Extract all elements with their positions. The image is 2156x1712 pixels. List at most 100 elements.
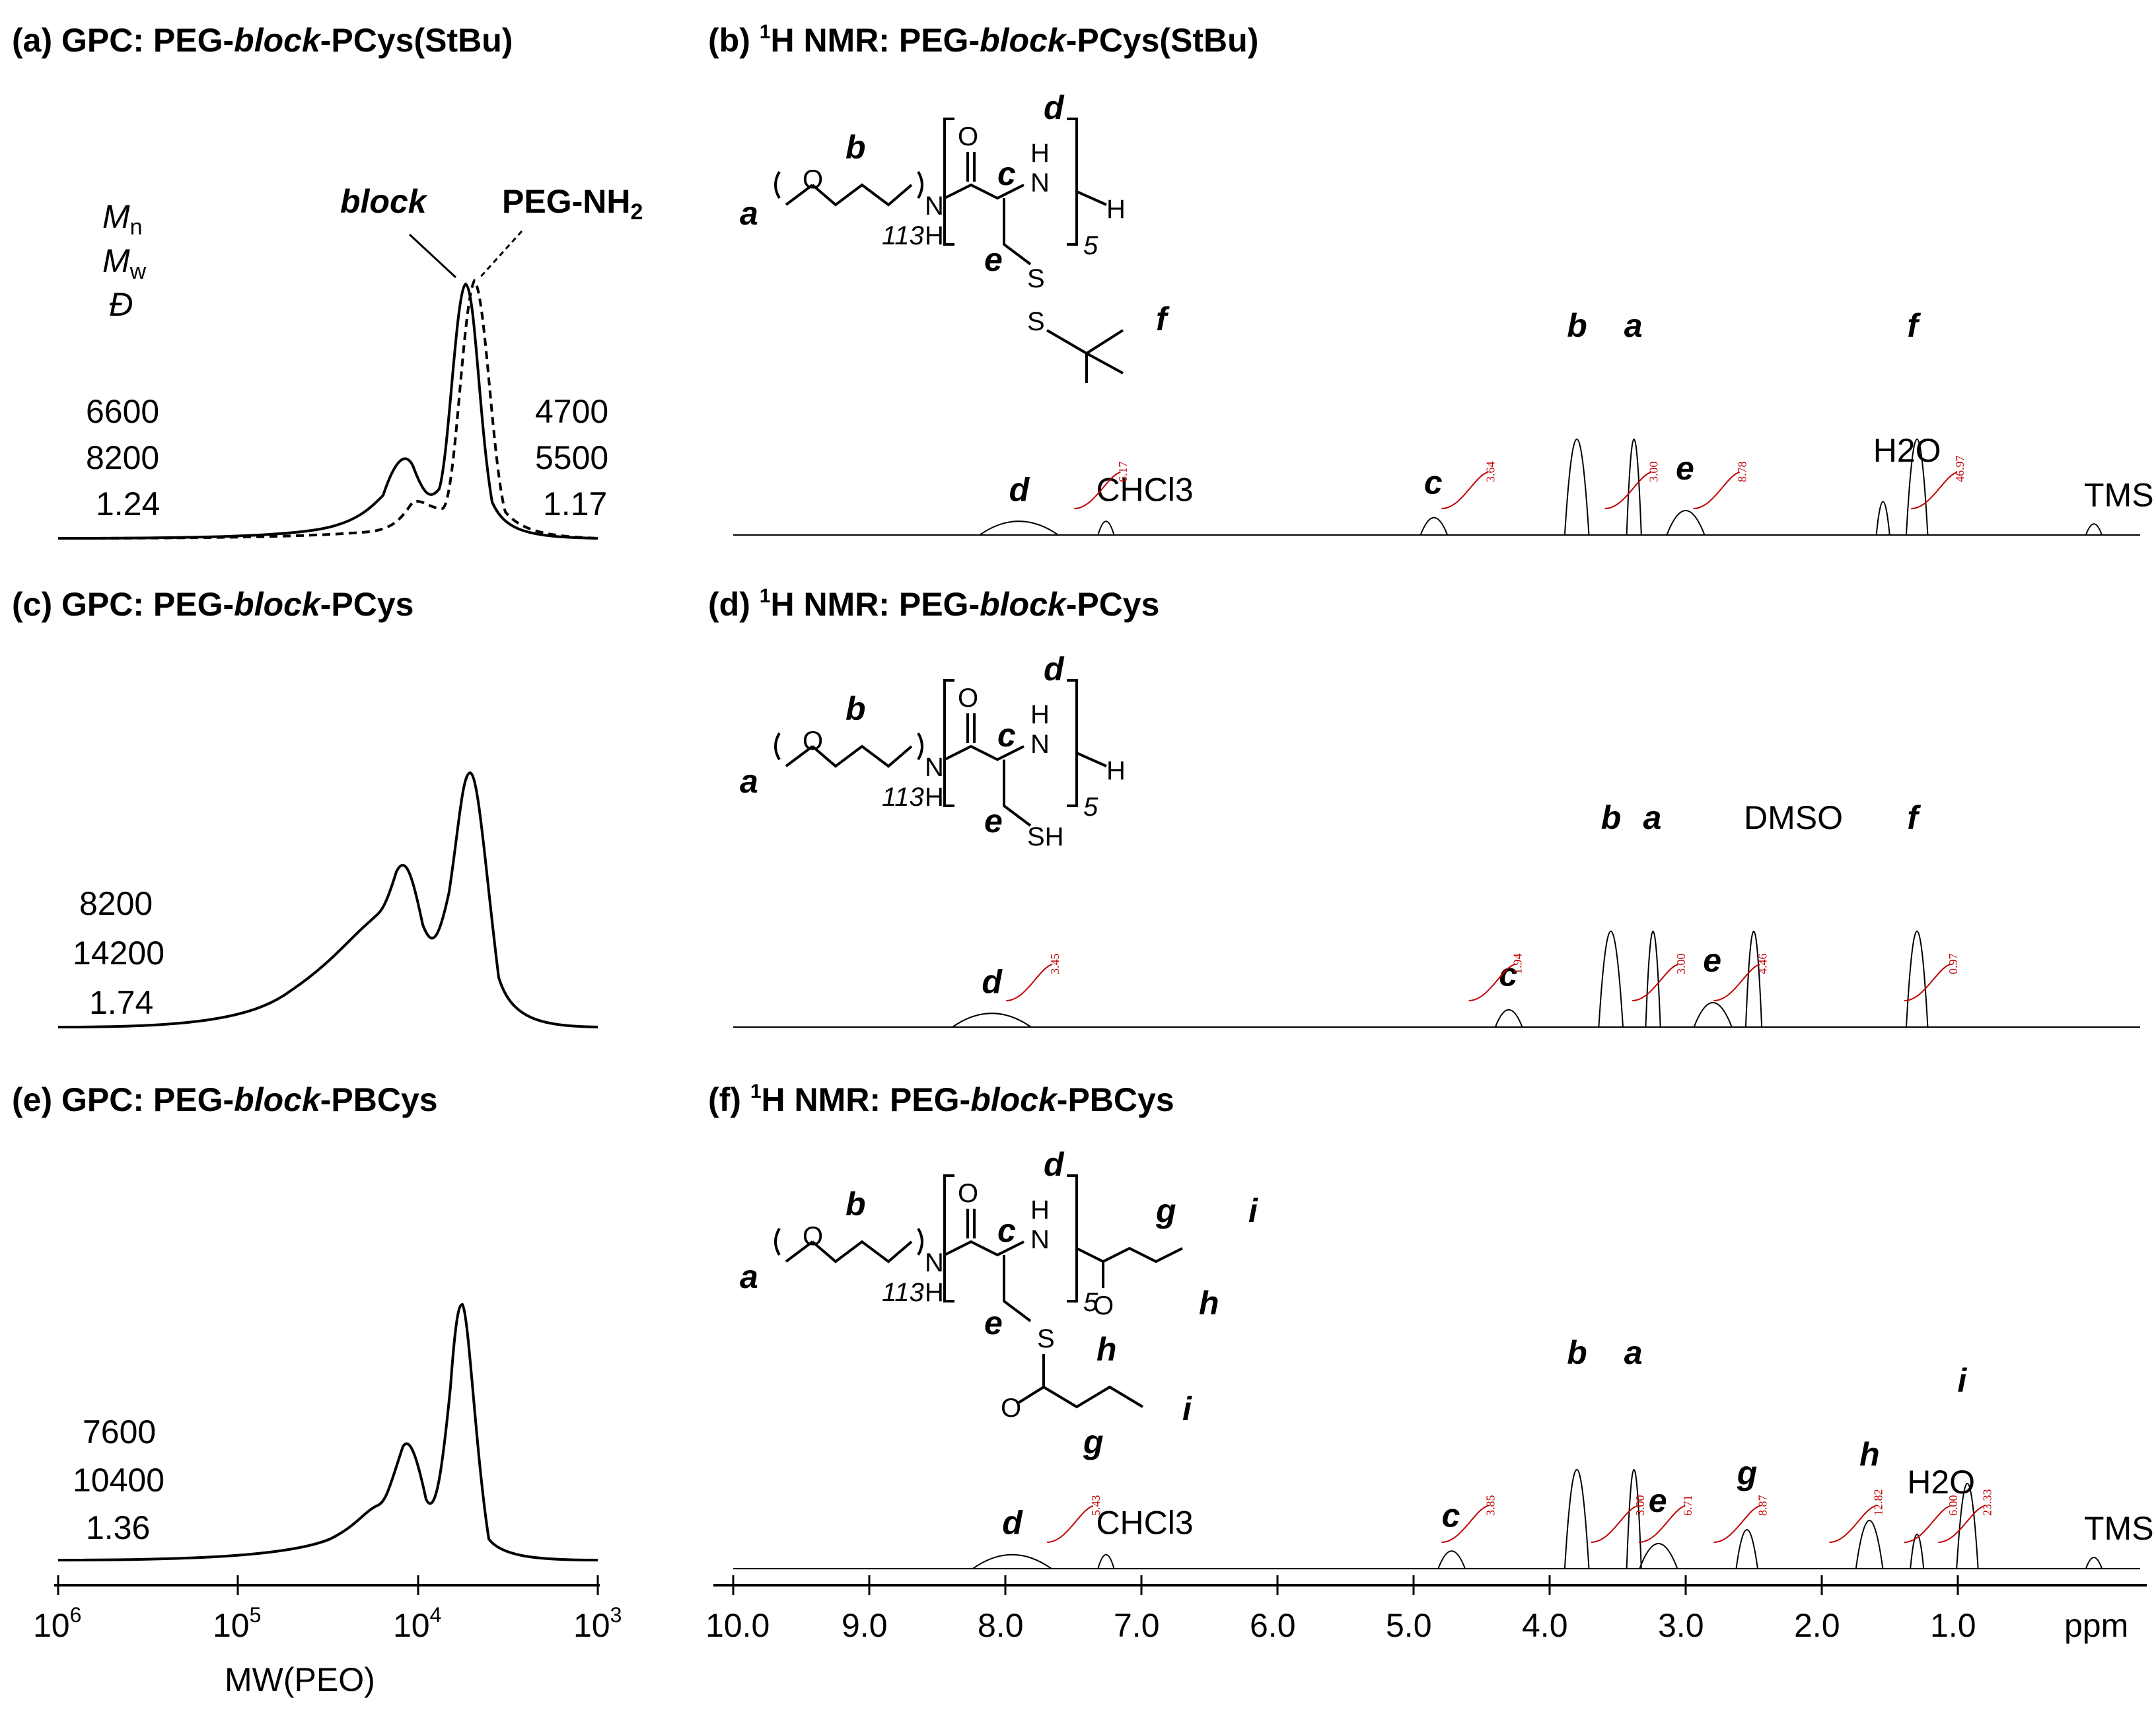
nmr-f-label-H2O: H2O [1907,1464,1975,1501]
nmr-d-label-a: a [1643,799,1662,836]
gpc-tick-1e3: 103 [573,1603,622,1644]
nmr-f-peak-CHCl3 [1097,1554,1115,1569]
nmr-f-integral-curve [1904,1505,1951,1543]
svg-text:g: g [1155,1192,1176,1229]
svg-text:d: d [1044,651,1065,688]
svg-text:b: b [845,129,866,166]
nmr-d-integral-value: 1.94 [1511,954,1525,975]
svg-text:O: O [1093,1291,1114,1320]
nmr-f-integral-value: 6.71 [1681,1495,1694,1516]
title-a: (a) GPC: PEG-block-PCys(StBu) [12,22,513,59]
gpc-a-peg-trace [57,278,598,540]
svg-text:5: 5 [1083,1288,1098,1317]
svg-text:5: 5 [1083,793,1098,822]
nmr-f-integral-value: 5.43 [1089,1495,1102,1516]
nmr-b-peak-b [1563,439,1590,536]
svg-text:e: e [984,241,1003,278]
nmr-b-integral-curve [1074,472,1121,509]
svg-text:h: h [1199,1285,1219,1322]
nmr-f-peak-a [1626,1469,1642,1569]
gpc-e-trace [57,1302,598,1561]
title-b: (b) 1H NMR: PEG-block-PCys(StBu) [708,21,1258,59]
svg-text:N: N [1030,730,1050,759]
svg-text:a: a [740,1258,758,1295]
nmr-f-peak-d [972,1553,1052,1569]
nmr-b-peak-e [1666,510,1706,536]
nmr-f-integral-curve [1046,1505,1094,1543]
nmr-x-label: ppm [2064,1607,2128,1644]
nmr-b-integral-value: 6.17 [1116,462,1130,483]
nmr-tick-label: 8.0 [978,1607,1024,1644]
svg-text:O: O [803,727,823,756]
title-c: (c) GPC: PEG-block-PCys [12,586,413,623]
gpc-a-legend: Mn Mw Đ 6600 8200 1.24 4700 5500 1.17 bl… [86,183,643,522]
svg-text:O: O [803,165,823,194]
svg-text:S: S [1037,1324,1055,1353]
nmr-tick-label: 3.0 [1658,1607,1704,1644]
nmr-d-integral-value: 3.45 [1048,954,1061,975]
nmr-d-integral-value: 3.00 [1674,954,1688,975]
mw-label: Mw [102,242,147,284]
nmr-b-label-H2O: H2O [1873,432,1941,469]
svg-text:H: H [1106,195,1126,224]
svg-text:H: H [1030,1195,1050,1225]
nmr-f-label-i: i [1957,1362,1967,1399]
svg-text:S: S [1027,307,1045,336]
gpc-a-d-block: 1.24 [96,485,160,522]
svg-text:i: i [1182,1390,1192,1427]
nmr-f-label-CHCl3: CHCl3 [1096,1505,1193,1542]
svg-text:O: O [958,122,978,151]
svg-text:d: d [1044,1146,1065,1183]
nmr-f-peak-h [1855,1520,1884,1569]
nmr-b-peak-d [979,520,1059,536]
svg-text:e: e [984,1304,1003,1341]
nmr-b-label-d: d [1009,471,1030,508]
nmr-f-integral-value: 6.00 [1947,1495,1960,1516]
gpc-a-mn-block: 6600 [86,393,159,430]
svg-text:c: c [997,155,1016,192]
nmr-f-integral-curve [1591,1505,1638,1543]
nmr-d-peak-DMSO [1744,931,1763,1028]
peg-leader [478,230,523,280]
nmr-f-integral-value: 23.33 [1980,1489,1994,1516]
svg-text:H: H [1030,700,1050,729]
nmr-f-integral-curve [1713,1505,1760,1543]
svg-text:N: N [1030,1225,1050,1254]
nmr-b-label-b: b [1567,307,1587,344]
svg-text:e: e [984,802,1003,839]
structure-d: a b O 113 N H O c N H d e SH 5 H [740,651,1126,851]
svg-text:N: N [925,192,944,221]
gpc-x-label: MW(PEO) [225,1661,375,1698]
svg-text:a: a [740,763,758,800]
nmr-d-label-d: d [982,963,1003,1000]
title-f: (f) 1H NMR: PEG-block-PBCys [708,1081,1174,1118]
nmr-b-integral-value: 3.64 [1484,462,1497,483]
nmr-b-integral-value: 3.00 [1647,462,1661,483]
svg-text:c: c [997,1212,1016,1249]
gpc-tick-1e4: 104 [393,1603,441,1644]
nmr-b-integral-curve [1441,472,1488,509]
svg-text:d: d [1044,89,1065,126]
svg-text:O: O [958,1179,978,1208]
nmr-f-label-c: c [1442,1497,1460,1534]
svg-text:a: a [740,195,758,232]
gpc-e-d: 1.36 [86,1509,150,1546]
title-d: (d) 1H NMR: PEG-block-PCys [708,585,1159,623]
svg-text:h: h [1096,1331,1117,1368]
nmr-d-peak-d [952,1013,1032,1028]
svg-text:b: b [845,690,866,727]
gpc-e-mn: 7600 [83,1413,156,1450]
svg-text:H: H [925,1278,944,1307]
svg-text:113: 113 [882,783,924,812]
svg-text:O: O [1001,1394,1021,1423]
svg-text:SH: SH [1027,822,1064,851]
nmr-b-label-CHCl3: CHCl3 [1096,471,1193,508]
gpc-a-mw-peg: 5500 [535,439,608,476]
svg-text:g: g [1083,1423,1104,1460]
nmr-b-integral-value: 46.97 [1953,456,1966,483]
nmr-b-integral-value: 8.78 [1736,462,1749,483]
nmr-tick-label: 7.0 [1114,1607,1160,1644]
nmr-b-label-e: e [1676,450,1694,487]
